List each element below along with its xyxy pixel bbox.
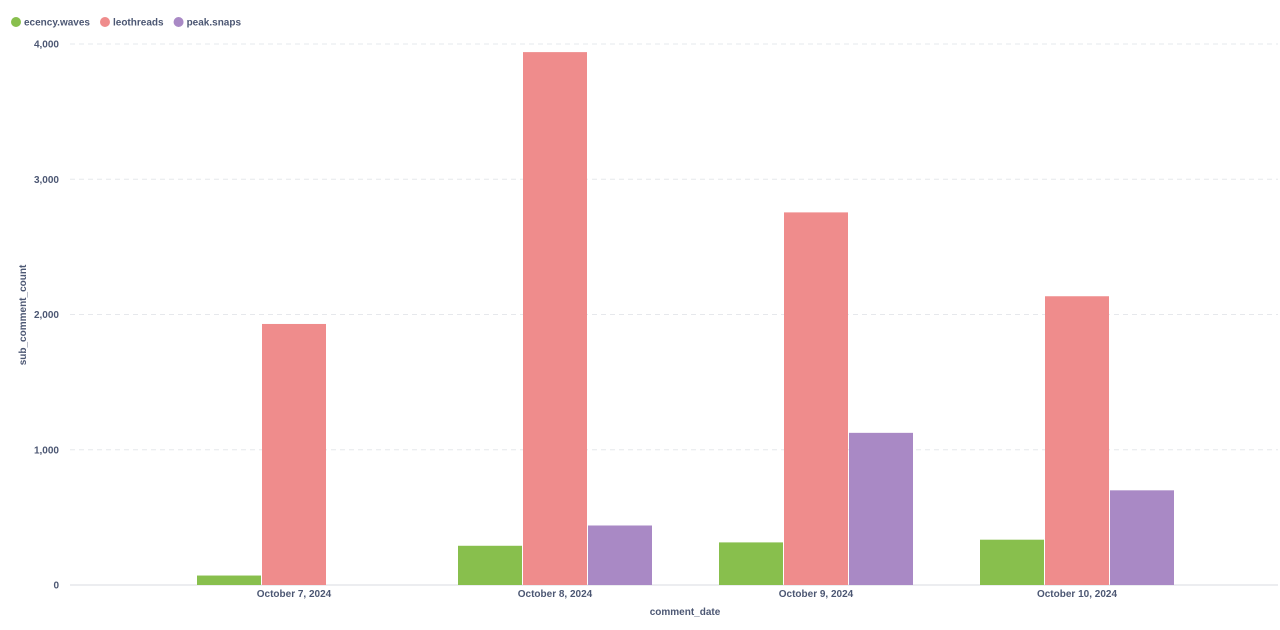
legend: ecency.waves leothreads peak.snaps [11,17,241,29]
bar-peak-snaps-2[interactable] [588,525,652,585]
legend-label-peak-snaps[interactable]: peak.snaps [187,18,242,29]
bar-ecency-waves-1[interactable] [197,575,261,585]
legend-swatch-ecency-waves [11,17,21,27]
x-tick-label: October 10, 2024 [1037,589,1117,600]
bar-leothreads-3[interactable] [784,212,848,586]
bars [197,52,1174,586]
y-tick-label: 3,000 [34,175,59,186]
legend-label-ecency-waves[interactable]: ecency.waves [24,18,90,29]
bar-leothreads-1[interactable] [262,323,326,585]
bar-peak-snaps-4[interactable] [1110,490,1174,585]
y-tick-label: 4,000 [34,40,59,51]
y-tick-label: 0 [53,581,59,592]
legend-label-leothreads[interactable]: leothreads [113,18,164,29]
y-axis-ticks: 0 1,000 2,000 3,000 4,000 [34,40,59,592]
y-tick-label: 1,000 [34,445,59,456]
x-tick-label: October 7, 2024 [257,589,332,600]
y-axis-title: sub_comment_count [18,264,29,365]
x-axis-ticks: October 7, 2024 October 8, 2024 October 9,… [257,589,1118,600]
legend-swatch-leothreads [99,17,110,27]
bar-peak-snaps-3[interactable] [849,432,913,585]
x-tick-label: October 9, 2024 [779,589,854,600]
legend-swatch-peak-snaps [173,17,184,27]
y-tick-label: 2,000 [34,310,59,321]
bar-leothreads-2[interactable] [523,52,587,586]
x-tick-label: October 8, 2024 [518,589,593,600]
bar-ecency-waves-4[interactable] [980,539,1044,585]
bar-leothreads-4[interactable] [1045,296,1109,585]
bar-ecency-waves-3[interactable] [719,542,783,585]
x-axis-title: comment_date [650,607,721,618]
bar-ecency-waves-2[interactable] [458,545,522,585]
